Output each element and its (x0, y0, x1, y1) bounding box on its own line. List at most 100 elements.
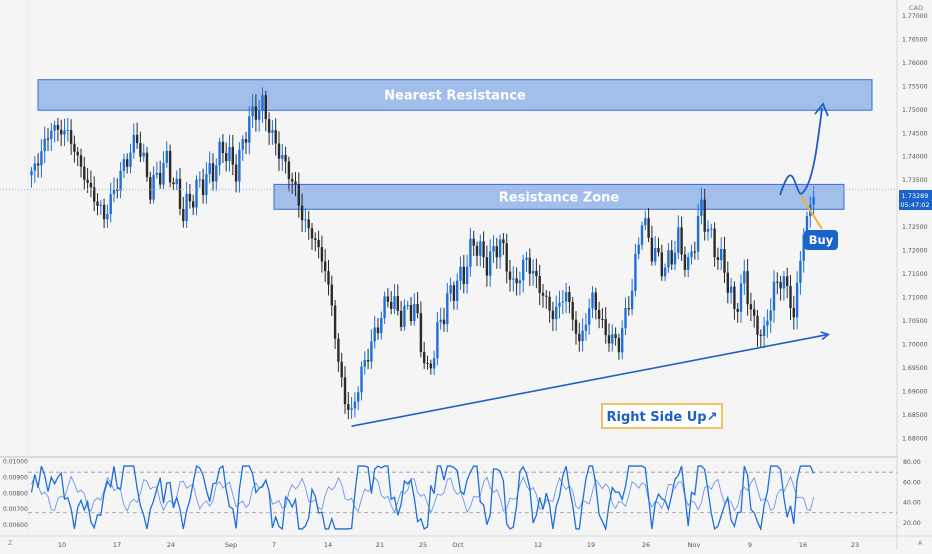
candle[interactable] (320, 235, 324, 273)
candle[interactable] (126, 153, 129, 174)
candle[interactable] (109, 182, 112, 223)
candle[interactable] (667, 243, 670, 273)
auto-scale-icon[interactable]: A (918, 539, 923, 547)
candle[interactable] (324, 249, 327, 283)
candle[interactable] (337, 333, 340, 372)
candle[interactable] (96, 193, 99, 216)
candle[interactable] (472, 230, 475, 256)
candle[interactable] (307, 210, 310, 240)
candle[interactable] (383, 291, 386, 324)
candle[interactable] (30, 166, 33, 188)
candle[interactable] (211, 153, 215, 191)
candle[interactable] (155, 161, 159, 179)
candle[interactable] (456, 273, 459, 310)
candle[interactable] (812, 186, 815, 216)
candle[interactable] (548, 291, 551, 323)
candle[interactable] (634, 243, 637, 297)
candle[interactable] (36, 153, 40, 178)
nearest-resistance-zone[interactable] (37, 79, 873, 111)
candle[interactable] (512, 266, 515, 292)
candle[interactable] (776, 272, 779, 295)
candle[interactable] (581, 318, 584, 352)
buy-callout[interactable]: Buy (800, 195, 838, 250)
candle[interactable] (330, 275, 333, 316)
candle[interactable] (93, 176, 96, 212)
candle[interactable] (159, 160, 162, 189)
candle[interactable] (700, 187, 703, 225)
candle[interactable] (284, 146, 287, 174)
candle[interactable] (446, 283, 449, 333)
candle[interactable] (314, 232, 317, 252)
candle[interactable] (762, 316, 766, 349)
candle[interactable] (254, 94, 258, 132)
candle[interactable] (756, 310, 759, 347)
candle[interactable] (597, 301, 601, 329)
candle[interactable] (300, 193, 304, 233)
candle[interactable] (654, 236, 657, 266)
candle[interactable] (139, 131, 142, 163)
candle[interactable] (726, 261, 729, 304)
candle[interactable] (782, 271, 786, 301)
candle[interactable] (83, 157, 86, 191)
candle[interactable] (304, 208, 307, 233)
candle[interactable] (353, 392, 357, 418)
candle[interactable] (281, 144, 284, 171)
candle[interactable] (76, 147, 79, 167)
candle[interactable] (482, 231, 485, 269)
candle[interactable] (588, 298, 591, 335)
candle[interactable] (568, 286, 571, 314)
candle[interactable] (297, 172, 300, 218)
candle[interactable] (462, 254, 465, 294)
candle[interactable] (360, 361, 363, 401)
candle[interactable] (670, 240, 673, 270)
candle[interactable] (248, 106, 251, 155)
candle[interactable] (376, 317, 380, 340)
candle[interactable] (551, 301, 555, 332)
candle[interactable] (436, 311, 439, 366)
candle[interactable] (234, 154, 238, 193)
candle[interactable] (145, 146, 149, 182)
candle[interactable] (264, 90, 267, 132)
candle[interactable] (601, 308, 604, 329)
candle[interactable] (333, 299, 337, 350)
candle[interactable] (571, 296, 574, 331)
candle[interactable] (373, 315, 376, 349)
candle[interactable] (277, 131, 281, 171)
candle[interactable] (759, 329, 762, 348)
candle[interactable] (683, 246, 687, 277)
candle[interactable] (261, 87, 264, 123)
candle[interactable] (690, 244, 693, 265)
candle[interactable] (343, 366, 347, 414)
candle[interactable] (406, 300, 409, 310)
candle[interactable] (528, 248, 531, 286)
candle[interactable] (772, 270, 776, 323)
candle[interactable] (729, 277, 733, 304)
candle[interactable] (366, 348, 370, 370)
candle[interactable] (495, 237, 498, 269)
candle[interactable] (518, 271, 522, 296)
candle[interactable] (723, 236, 726, 283)
candle[interactable] (340, 352, 343, 388)
candle[interactable] (149, 171, 152, 204)
candle[interactable] (522, 254, 525, 293)
candle[interactable] (743, 259, 746, 295)
candle[interactable] (53, 120, 56, 143)
candle[interactable] (403, 299, 406, 331)
candle[interactable] (720, 237, 723, 271)
candle[interactable] (178, 167, 182, 216)
candle[interactable] (465, 254, 469, 294)
candle[interactable] (611, 324, 614, 352)
candle[interactable] (413, 293, 416, 326)
candle[interactable] (498, 234, 502, 269)
candle[interactable] (475, 241, 479, 267)
candle[interactable] (693, 241, 696, 260)
candle[interactable] (779, 275, 782, 301)
candle[interactable] (73, 135, 76, 163)
candle[interactable] (228, 134, 231, 172)
candle[interactable] (347, 391, 350, 420)
candle[interactable] (753, 300, 756, 328)
candle[interactable] (195, 175, 198, 216)
candle[interactable] (429, 359, 432, 375)
candle[interactable] (122, 153, 126, 178)
candle[interactable] (703, 188, 706, 241)
